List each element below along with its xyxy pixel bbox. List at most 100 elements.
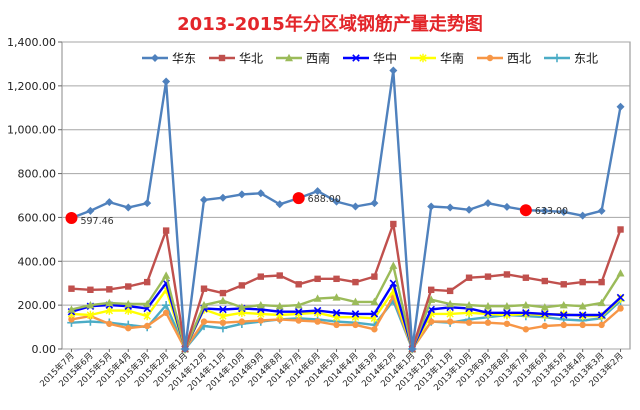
data-point bbox=[370, 297, 379, 306]
data-point bbox=[181, 345, 190, 353]
data-point bbox=[125, 324, 132, 332]
axes: 0.00 200.00 400.00 600.00 800.00 1,000.00 1,20… bbox=[7, 36, 626, 393]
legend-item-西南: 西南 bbox=[276, 51, 330, 66]
data-point bbox=[597, 298, 606, 307]
data-point bbox=[616, 293, 625, 302]
data-point bbox=[484, 309, 492, 317]
data-point bbox=[218, 54, 226, 62]
legend-item-华中: 华中 bbox=[343, 51, 397, 66]
data-point bbox=[219, 319, 227, 326]
data-point bbox=[419, 53, 427, 63]
data-point bbox=[484, 199, 492, 208]
data-point bbox=[257, 317, 264, 324]
data-point bbox=[332, 197, 341, 206]
data-point bbox=[579, 278, 586, 286]
annotation-label: 633.00 bbox=[535, 206, 568, 217]
data-point bbox=[446, 203, 455, 212]
data-point bbox=[578, 302, 587, 310]
data-point bbox=[275, 200, 284, 209]
data-point bbox=[276, 316, 283, 323]
data-point bbox=[579, 321, 586, 329]
data-point bbox=[161, 300, 171, 310]
data-point bbox=[143, 199, 152, 208]
data-point bbox=[238, 318, 246, 325]
data-point bbox=[522, 274, 530, 281]
data-point bbox=[389, 279, 398, 287]
series-line bbox=[71, 264, 622, 351]
data-point bbox=[560, 321, 567, 329]
data-point bbox=[295, 281, 302, 288]
annotation-marker bbox=[292, 192, 305, 205]
data-point bbox=[143, 299, 152, 308]
data-point bbox=[313, 294, 322, 302]
y-tick-label: 200.00 bbox=[18, 299, 57, 312]
data-point bbox=[446, 287, 454, 295]
legend-item-华东: 华东 bbox=[142, 52, 196, 66]
data-point bbox=[200, 300, 208, 309]
data-point bbox=[295, 317, 302, 324]
data-point bbox=[106, 320, 113, 327]
data-point bbox=[560, 281, 567, 288]
data-point bbox=[486, 54, 494, 62]
data-point bbox=[162, 271, 171, 279]
data-point bbox=[256, 300, 265, 309]
data-point bbox=[389, 261, 398, 269]
data-point bbox=[275, 307, 284, 316]
data-point bbox=[313, 187, 322, 196]
legend-label: 华北 bbox=[239, 52, 263, 66]
data-point bbox=[125, 283, 132, 290]
data-point bbox=[238, 282, 246, 289]
data-point bbox=[352, 54, 360, 62]
data-point bbox=[541, 322, 548, 330]
data-point bbox=[521, 300, 530, 309]
data-point bbox=[332, 309, 341, 317]
data-point bbox=[162, 309, 170, 317]
data-point bbox=[162, 77, 171, 86]
data-point bbox=[598, 321, 605, 329]
data-point bbox=[370, 310, 379, 318]
data-point bbox=[144, 322, 151, 330]
chart-title: 2013-2015年分区域钢筋产量走势图 bbox=[177, 13, 483, 35]
data-point bbox=[484, 319, 492, 326]
data-point bbox=[285, 53, 293, 62]
data-point bbox=[371, 326, 378, 333]
data-point bbox=[143, 311, 151, 321]
annotation-marker bbox=[65, 211, 78, 224]
data-point bbox=[151, 54, 159, 62]
data-point bbox=[578, 211, 587, 220]
data-point bbox=[522, 309, 530, 317]
legend-label: 东北 bbox=[574, 52, 598, 66]
data-point bbox=[616, 102, 625, 111]
y-tick-label: 0.00 bbox=[32, 343, 57, 356]
legend: 华东 华北 西南 华中 华南 西北 东北 bbox=[142, 51, 598, 66]
data-point bbox=[503, 309, 511, 317]
legend-label: 西南 bbox=[306, 51, 330, 66]
data-point bbox=[616, 269, 625, 277]
data-point bbox=[552, 53, 562, 63]
annotation-marker bbox=[519, 204, 532, 217]
data-point bbox=[105, 306, 114, 315]
data-point bbox=[522, 326, 530, 333]
series-line bbox=[71, 295, 622, 351]
data-point bbox=[541, 277, 548, 285]
data-point bbox=[540, 206, 549, 215]
data-point bbox=[617, 305, 624, 312]
data-point bbox=[446, 318, 454, 325]
data-point bbox=[427, 295, 436, 303]
data-point bbox=[237, 190, 246, 199]
data-point bbox=[408, 345, 417, 353]
data-point bbox=[578, 311, 587, 319]
data-point bbox=[237, 303, 246, 311]
data-point bbox=[86, 300, 95, 309]
data-point bbox=[559, 311, 568, 319]
data-point bbox=[219, 305, 227, 314]
data-point bbox=[68, 285, 75, 292]
data-point bbox=[465, 205, 474, 214]
data-point bbox=[465, 274, 473, 281]
data-point bbox=[106, 286, 113, 293]
y-tick-label: 1,000.00 bbox=[7, 124, 56, 137]
data-point bbox=[314, 275, 321, 283]
data-point bbox=[502, 302, 511, 310]
y-tick-label: 600.00 bbox=[18, 211, 57, 224]
